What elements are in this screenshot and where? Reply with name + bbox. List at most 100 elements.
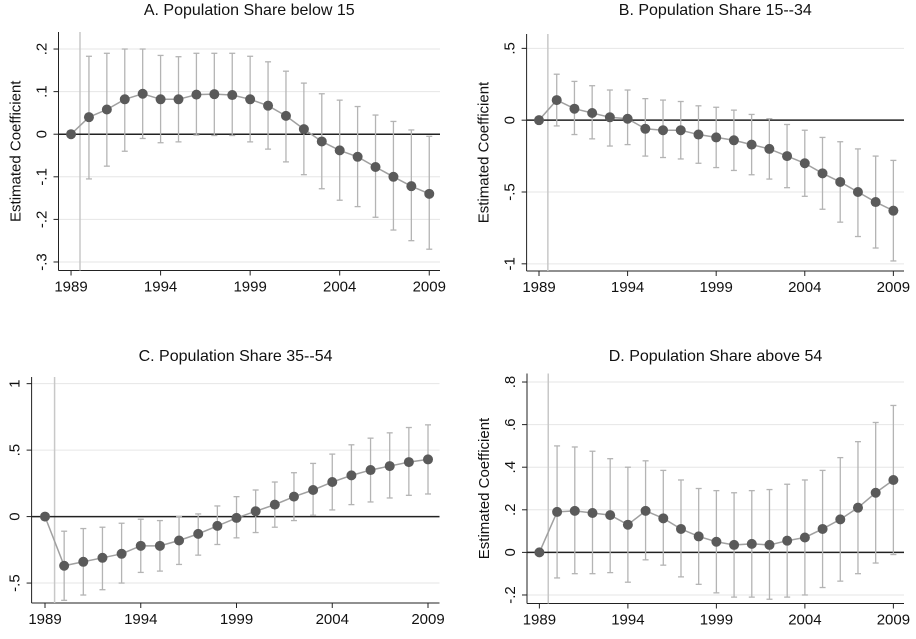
point (658, 513, 669, 524)
y-tick-label: 0 (502, 116, 519, 124)
point (604, 112, 615, 123)
x-tick-label: 1989 (522, 279, 555, 296)
point (658, 125, 669, 136)
point (587, 507, 598, 518)
y-tick-label: .2 (502, 504, 519, 517)
panel-title: B. Population Share 15--34 (619, 2, 812, 19)
point (746, 139, 757, 150)
point (729, 539, 740, 550)
point (59, 560, 70, 571)
y-tick-label: .1 (33, 85, 50, 98)
x-tick-label: 1999 (700, 611, 733, 628)
point (782, 151, 793, 162)
x-tick-label: 1994 (611, 611, 644, 628)
point (551, 95, 562, 106)
point (346, 470, 357, 481)
point (835, 514, 846, 525)
y-tick-label: .5 (502, 42, 519, 55)
y-tick-label: -.5 (502, 183, 519, 201)
point (384, 461, 395, 472)
point (97, 552, 108, 563)
point (587, 108, 598, 118)
x-tick-label: 1999 (699, 279, 732, 296)
x-tick-label: 2004 (323, 278, 356, 295)
point (388, 171, 399, 182)
point (764, 539, 775, 550)
y-tick-label: .5 (7, 444, 24, 457)
x-tick-label: 1989 (28, 611, 61, 628)
y-tick-label: -.3 (33, 253, 50, 271)
point (269, 499, 280, 510)
x-tick-label: 2004 (788, 611, 821, 628)
point (209, 89, 220, 100)
point (231, 512, 242, 523)
point (423, 454, 434, 465)
y-tick-label: .4 (502, 461, 519, 474)
point (675, 523, 686, 534)
y-tick-label: -.2 (33, 211, 50, 229)
point (817, 523, 828, 534)
point (799, 158, 810, 169)
point (154, 540, 165, 551)
point (782, 535, 793, 546)
point (888, 205, 899, 216)
x-tick-label: 1989 (54, 278, 87, 295)
panel: B. Population Share 15--34 Estimated Coef… (476, 2, 910, 296)
point (78, 556, 89, 567)
point (365, 465, 376, 476)
point (406, 181, 417, 192)
point (424, 188, 435, 199)
point (728, 135, 739, 146)
point (101, 104, 112, 115)
y-tick-label: 0 (502, 548, 519, 556)
x-tick-label: 1994 (611, 279, 644, 296)
point (693, 129, 704, 140)
point (852, 502, 863, 513)
x-tick-label: 1989 (523, 611, 556, 628)
point (298, 124, 309, 135)
point (288, 491, 299, 502)
point (316, 136, 327, 147)
point (280, 110, 291, 121)
point (352, 151, 363, 162)
panel-title: C. Population Share 35--54 (139, 348, 333, 365)
y-tick-label: -1 (502, 257, 519, 270)
point (155, 94, 166, 105)
point (193, 528, 204, 539)
x-tick-label: 1999 (233, 278, 266, 295)
point (250, 506, 261, 517)
x-tick-label: 2009 (411, 611, 444, 628)
point (870, 487, 881, 498)
point (711, 536, 722, 547)
panel-title: A. Population Share below 15 (144, 2, 355, 19)
y-tick-label: -.2 (502, 586, 519, 604)
x-tick-label: 2009 (877, 611, 910, 628)
point (605, 510, 616, 521)
panel: D. Population Share above 54 Estimated Co… (476, 348, 910, 628)
x-tick-label: 1994 (124, 611, 157, 628)
x-tick-label: 1994 (144, 278, 177, 295)
point (403, 457, 414, 468)
point (852, 187, 863, 197)
point (675, 125, 686, 136)
y-tick-label: -.5 (7, 574, 24, 592)
point (83, 112, 94, 123)
point (66, 129, 77, 140)
point (227, 90, 238, 101)
x-tick-label: 2004 (316, 611, 349, 628)
point (245, 94, 256, 105)
y-tick-label: 0 (33, 130, 50, 138)
point (137, 88, 148, 99)
point (764, 143, 775, 154)
point (534, 115, 545, 126)
point (370, 162, 381, 173)
y-tick-label: .6 (502, 418, 519, 431)
y-tick-label: .2 (33, 43, 50, 56)
point (711, 132, 722, 143)
point (799, 532, 810, 543)
point (334, 145, 345, 156)
x-tick-label: 2009 (877, 279, 910, 296)
x-tick-label: 1999 (220, 611, 253, 628)
